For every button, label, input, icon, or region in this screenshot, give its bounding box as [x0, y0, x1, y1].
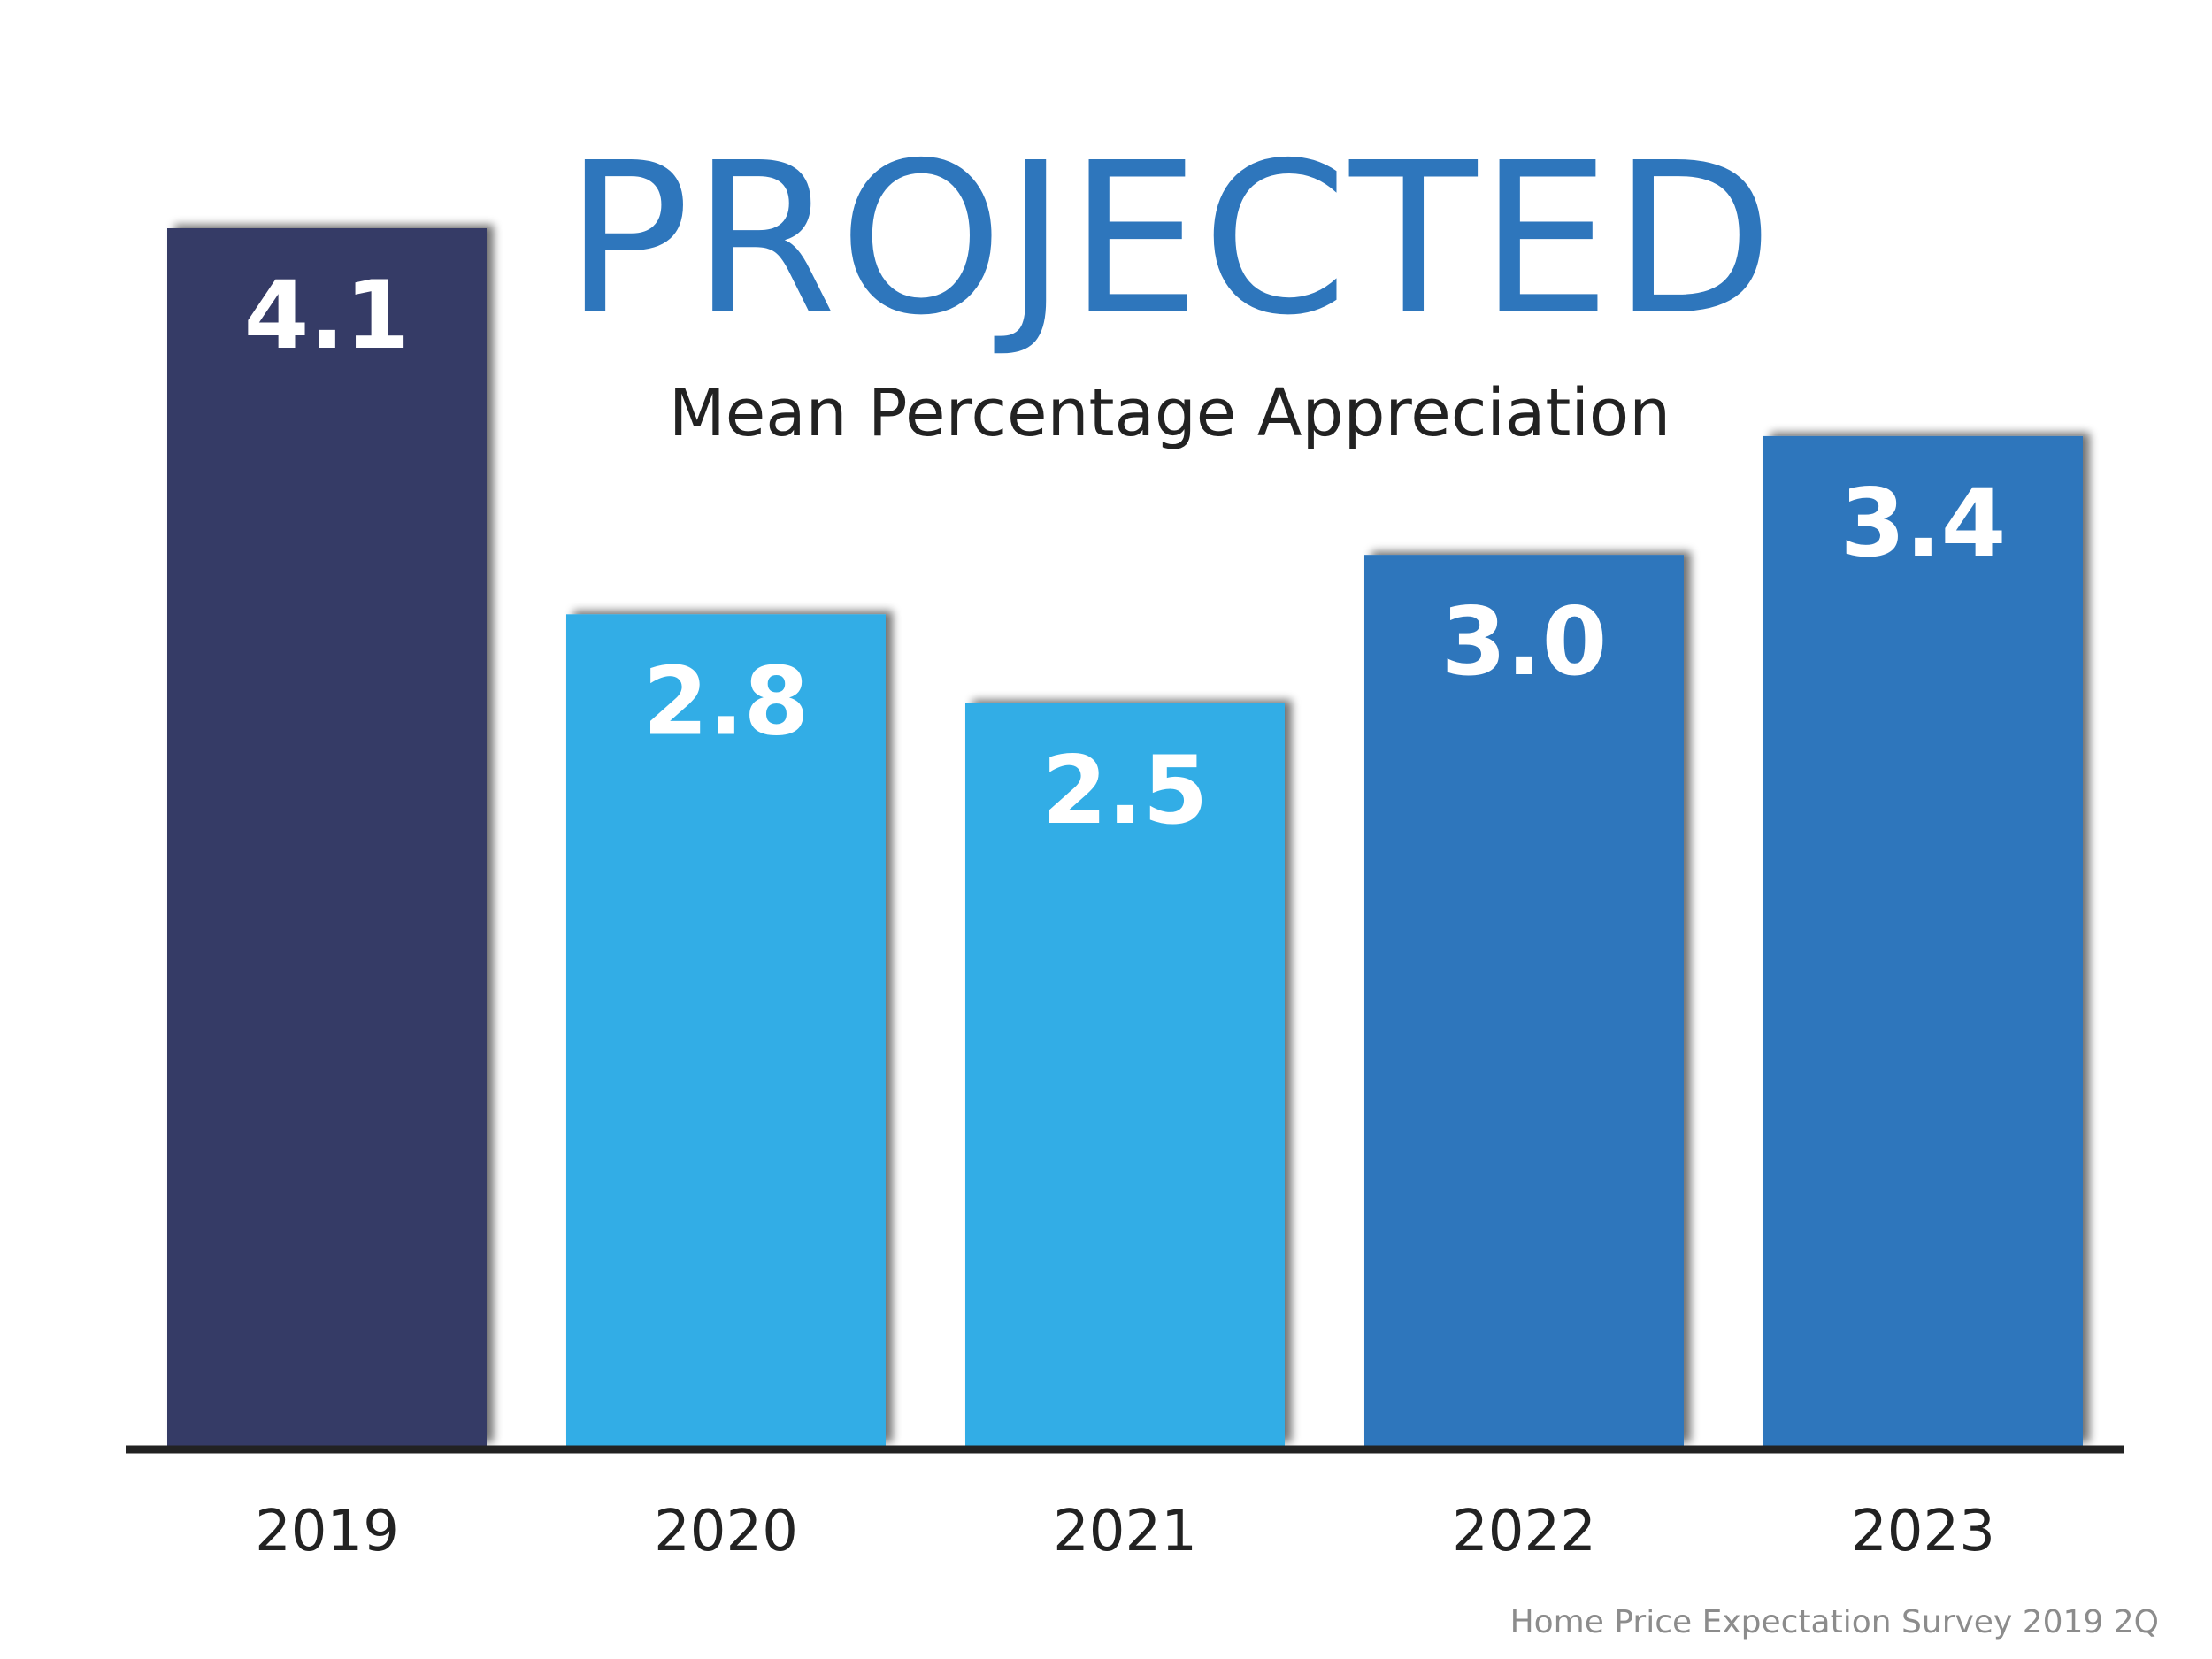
- value-labels-group: 4.1 2.8 2.5 3.0 3.4: [244, 261, 2007, 845]
- tick-label-2021: 2021: [1053, 1499, 1197, 1564]
- tick-label-2022: 2022: [1452, 1499, 1596, 1564]
- tick-labels-group: 2019 2020 2021 2022 2023: [255, 1499, 1995, 1564]
- source-note: Home Price Expectation Survey 2019 2Q: [1510, 1604, 2159, 1640]
- tick-label-2020: 2020: [654, 1499, 798, 1564]
- value-label-2019: 4.1: [244, 261, 411, 370]
- value-label-2020: 2.8: [643, 647, 810, 756]
- bar-2022: [1364, 555, 1684, 1446]
- bar-2023: [1763, 435, 2083, 1447]
- tick-label-2023: 2023: [1851, 1499, 1995, 1564]
- chart-subtitle: Mean Percentage Appreciation: [669, 375, 1671, 451]
- value-label-2021: 2.5: [1042, 736, 1209, 845]
- chart-title: PROJECTED: [565, 118, 1776, 361]
- bars-group: [167, 228, 2083, 1447]
- value-label-2022: 3.0: [1441, 588, 1608, 696]
- bar-2019: [167, 228, 487, 1446]
- bar-2021: [965, 703, 1285, 1446]
- value-label-2023: 3.4: [1840, 469, 2007, 578]
- bar-2020: [566, 614, 886, 1446]
- tick-label-2019: 2019: [255, 1499, 399, 1564]
